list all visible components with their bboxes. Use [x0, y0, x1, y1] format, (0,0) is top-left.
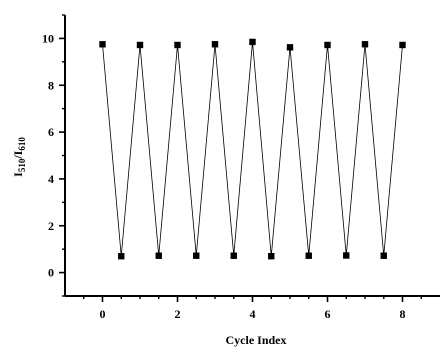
data-point	[136, 41, 144, 49]
data-point	[343, 252, 350, 259]
data-point	[361, 41, 369, 48]
y-axis-title-sub2: 610	[17, 137, 27, 151]
data-point	[399, 41, 406, 49]
y-axis-title-sub1: 510	[17, 158, 27, 172]
tick-labels: 0 2 4 6 8 0 2 4 6 8 10	[42, 31, 406, 321]
x-tick-label: 2	[175, 307, 181, 321]
y-axis-title-main: I	[11, 172, 25, 177]
y-tick-label: 10	[42, 31, 54, 45]
data-point	[249, 38, 256, 46]
y-axis-title-slash: /I	[11, 150, 25, 159]
y-tick-label: 0	[48, 266, 54, 280]
data-point	[286, 44, 294, 51]
x-tick-label: 4	[250, 307, 256, 321]
x-tick-label: 6	[325, 307, 331, 321]
x-axis-title: Cycle Index	[226, 333, 287, 347]
y-tick-label: 6	[48, 125, 54, 139]
markers	[99, 38, 406, 260]
series-layer	[102, 41, 403, 257]
data-point	[305, 252, 312, 259]
y-tick-label: 2	[48, 219, 54, 233]
y-tick-label: 8	[48, 78, 54, 92]
data-point	[211, 41, 219, 48]
data-point	[268, 252, 275, 260]
data-point	[155, 252, 162, 259]
data-point	[118, 252, 125, 260]
y-tick-label: 4	[48, 172, 54, 186]
ticks	[59, 14, 422, 302]
data-point	[230, 252, 237, 259]
x-tick-label: 8	[400, 307, 406, 321]
data-point	[324, 41, 331, 49]
y-axis-title: I510/I610	[11, 137, 27, 177]
data-point	[99, 41, 106, 48]
data-point	[174, 41, 181, 49]
data-point	[193, 252, 200, 259]
series-line	[102, 41, 403, 257]
data-point	[380, 252, 387, 259]
x-tick-label: 0	[100, 307, 106, 321]
